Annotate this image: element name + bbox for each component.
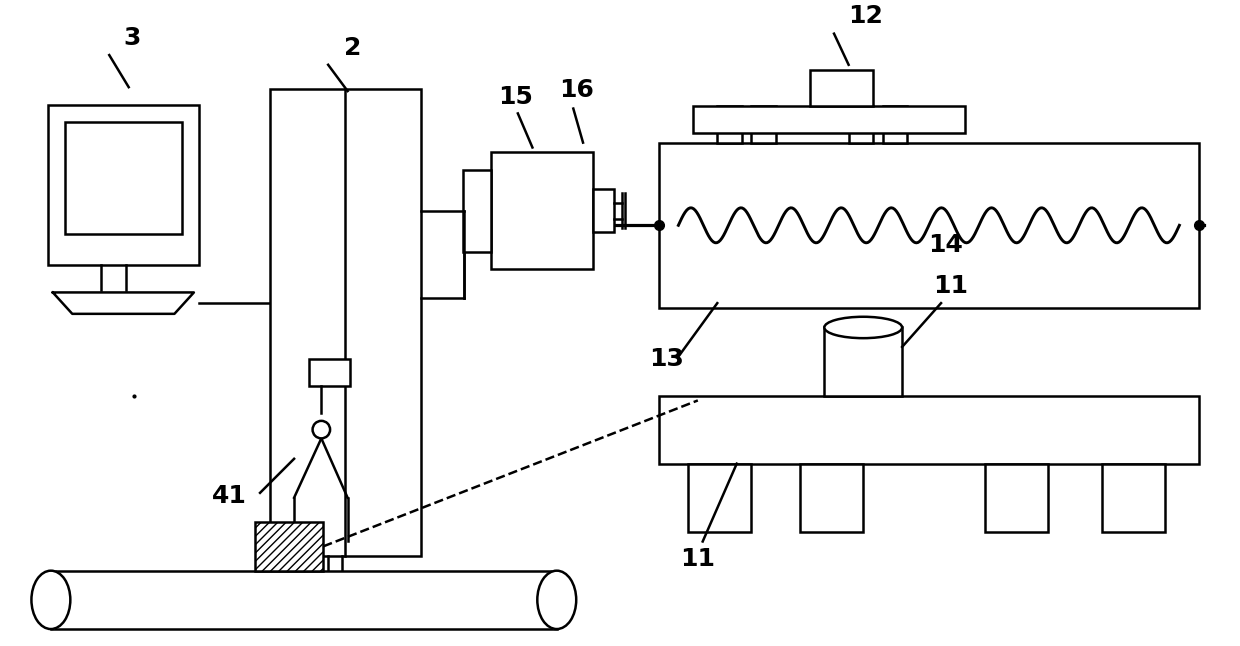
Bar <box>985 464 1048 532</box>
Bar <box>810 70 873 106</box>
Bar <box>658 395 1199 464</box>
Text: 41: 41 <box>212 484 247 508</box>
Bar <box>270 89 420 556</box>
Polygon shape <box>53 293 193 314</box>
Ellipse shape <box>31 570 71 629</box>
Text: 14: 14 <box>929 233 963 257</box>
Bar <box>309 359 350 386</box>
Text: 13: 13 <box>650 348 684 371</box>
Ellipse shape <box>537 570 577 629</box>
Bar <box>255 522 324 570</box>
Ellipse shape <box>825 317 903 338</box>
Bar <box>48 105 198 266</box>
Bar <box>51 570 557 629</box>
Bar <box>66 122 182 234</box>
Bar <box>491 152 593 269</box>
Bar <box>751 106 776 143</box>
Bar <box>593 189 614 232</box>
Bar <box>883 106 906 143</box>
Text: 11: 11 <box>681 547 715 570</box>
Text: 11: 11 <box>934 275 968 298</box>
Bar <box>693 106 966 133</box>
Bar <box>717 106 742 143</box>
Bar <box>688 464 751 532</box>
Text: 15: 15 <box>498 85 533 109</box>
Text: 12: 12 <box>848 4 883 28</box>
Bar <box>800 464 863 532</box>
Bar <box>464 170 491 251</box>
Text: 2: 2 <box>343 36 361 60</box>
Text: 16: 16 <box>559 78 594 102</box>
Bar <box>848 106 873 143</box>
Circle shape <box>312 421 330 439</box>
Bar <box>658 143 1199 308</box>
Bar <box>1101 464 1164 532</box>
Text: 3: 3 <box>123 26 140 50</box>
Bar <box>825 328 903 395</box>
